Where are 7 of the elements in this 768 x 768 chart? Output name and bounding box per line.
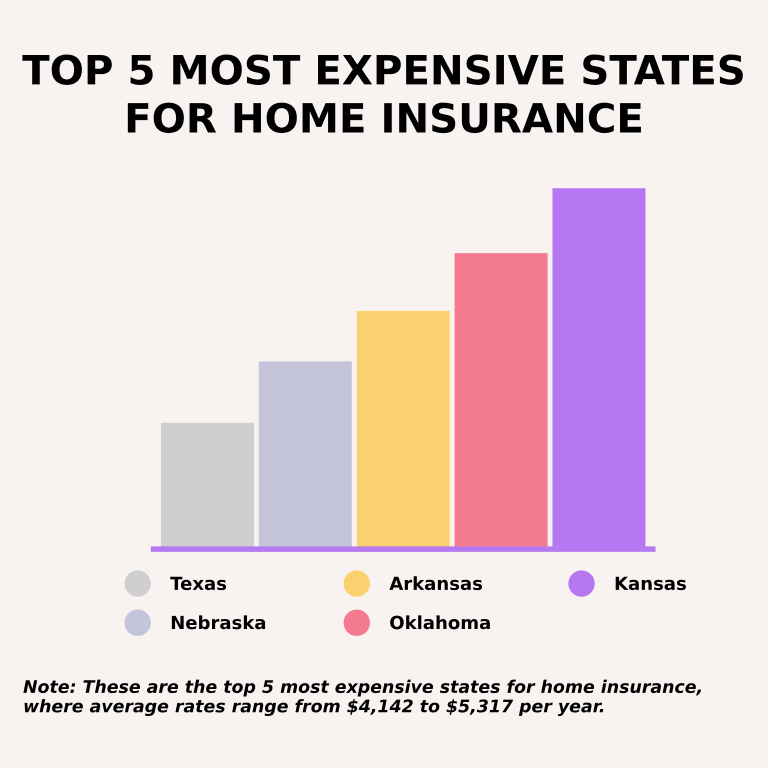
legend-label: Arkansas	[389, 576, 482, 590]
text: Note: These are the top 5 most expensive states for home insurance, where average rates range from $4,142 to $5,317 per year.	[23, 680, 701, 716]
legend-label: Texas	[170, 576, 226, 590]
chart-title: TOP 5 MOST EXPENSIVE STATES FOR HOME INSURANCE	[22, 54, 743, 134]
legend-label: Oklahoma	[390, 615, 490, 630]
legend-label: Nebraska	[172, 615, 266, 630]
legend-label: Kansas	[616, 576, 686, 590]
